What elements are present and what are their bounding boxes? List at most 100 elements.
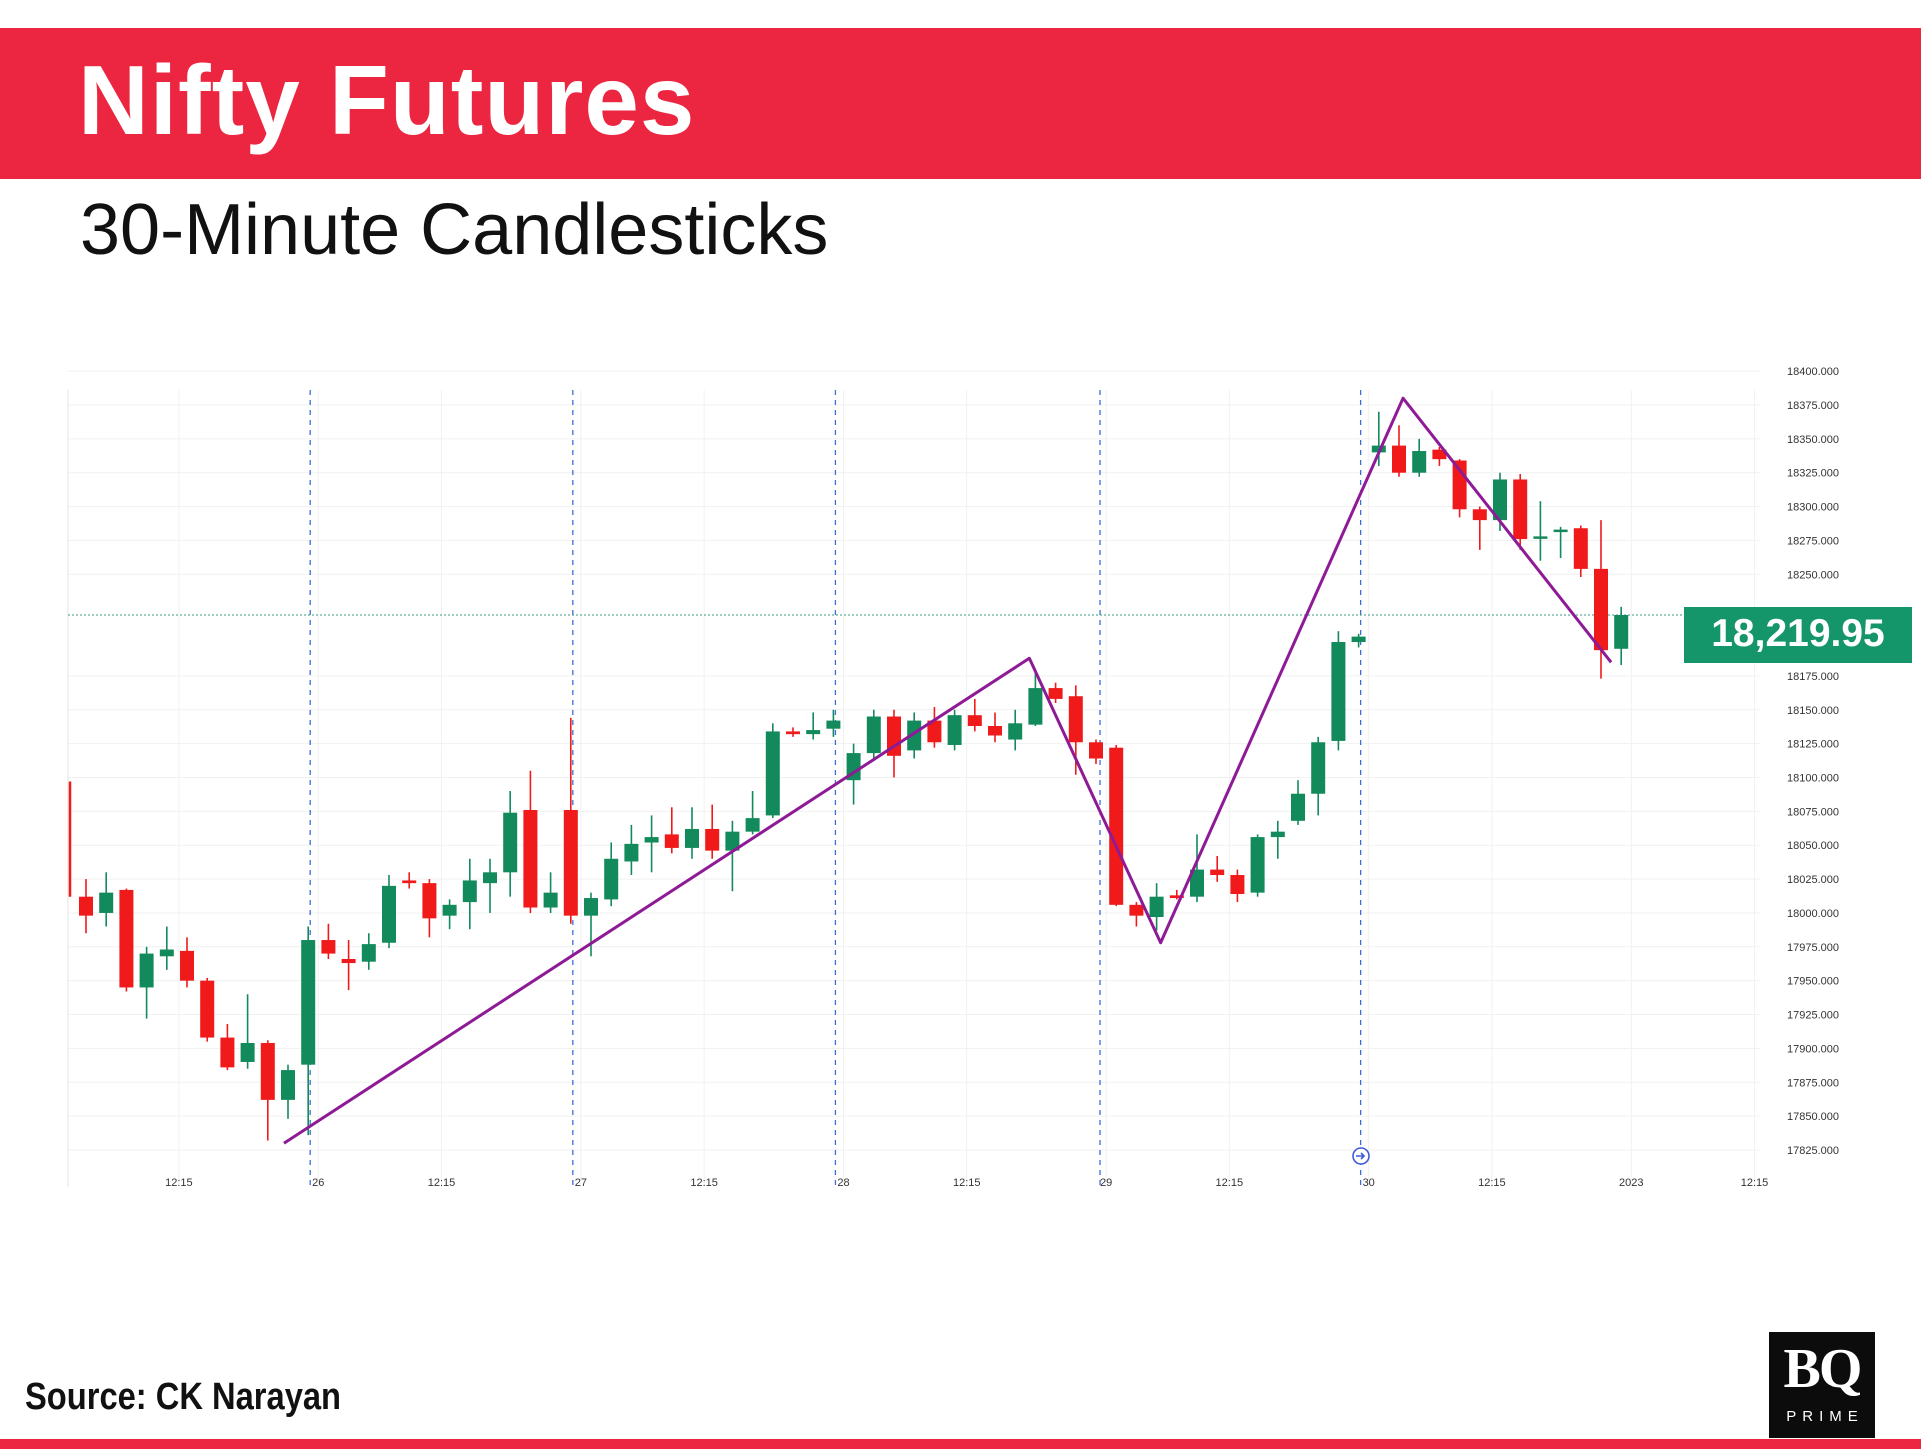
candle-body [765,731,780,816]
candle-up [725,820,740,892]
candle-body [1230,875,1245,894]
candle-up [139,946,154,1019]
candle-up [442,899,457,930]
candle-up [947,709,962,751]
candle-body [321,940,336,954]
candle-body [483,872,497,884]
candle-body [887,716,901,756]
candle-body [1533,536,1548,539]
candle-body [1412,451,1427,473]
candle-down [402,872,417,889]
session-dividers [309,390,1362,1187]
candle-body [806,730,821,735]
last-price-tag: 18,219.95 [1684,607,1912,663]
candle-up [584,892,598,957]
candle-body [1614,615,1629,649]
candle-body [745,818,760,832]
y-tick-label: 18325.000 [1787,468,1839,480]
candle-up [1553,526,1568,559]
x-tick-label: 12:15 [1216,1177,1244,1189]
candle-body [947,715,962,745]
x-tick-label: 30 [1363,1177,1375,1189]
candle-body [301,940,316,1065]
candles [68,411,1629,1141]
candle-down [341,940,356,991]
candle-body [341,959,356,964]
candle-up [866,709,881,762]
candle-up [1311,736,1326,816]
candle-up [462,858,477,930]
y-tick-label: 18275.000 [1787,535,1839,547]
candle-body [1573,528,1588,569]
candle-down [1432,446,1447,466]
candle-up [361,933,376,970]
candle-body [907,720,922,751]
candle-body [826,720,841,729]
x-tick-label: 12:15 [165,1177,193,1189]
candle-body [220,1037,235,1068]
y-tick-label: 18000.000 [1787,908,1839,920]
candle-body [563,809,578,916]
candle-down [1169,889,1184,900]
candle-body [1392,445,1406,473]
candle-up [1614,606,1629,666]
candle-down [1109,744,1124,907]
candle-up [604,842,619,907]
candle-up [1028,669,1043,727]
x-tick-label: 29 [1100,1177,1112,1189]
candle-up [1008,709,1023,751]
x-tick-label: 12:15 [428,1177,456,1189]
source-credit: Source: CK Narayan [25,1376,342,1418]
x-axis-ticks: 12:15 26 12:15 27 12:15 28 12:15 29 12:15 30 12:15… [165,1177,1768,1189]
replay-icon[interactable] [1352,1147,1370,1165]
candle-body [604,858,619,900]
candle-body [1553,529,1568,533]
candle-body [624,843,639,862]
candle-up [765,723,780,819]
candle-down [988,712,1002,743]
candle-body [1149,896,1164,918]
candle-body [1210,869,1225,876]
candle-body [159,949,174,957]
candle-down [563,717,578,924]
candle-body [1513,479,1528,540]
candle-up [1351,633,1366,648]
candle-body [988,726,1002,736]
candle-body [240,1042,255,1062]
y-tick-label: 18025.000 [1787,874,1839,886]
y-tick-label: 18150.000 [1787,705,1839,717]
candle-body [644,837,659,843]
candle-body [139,953,154,988]
candle-up [543,872,558,913]
candle-body [99,892,114,913]
y-tick-label: 17825.000 [1787,1145,1839,1157]
candle-up [503,791,518,897]
candle-down [1048,682,1063,703]
candle-body [967,715,982,727]
candle-body [79,896,93,916]
x-tick-label: 28 [837,1177,849,1189]
candle-body [1008,723,1023,740]
candle-down [705,804,720,859]
candle-body [361,944,376,962]
x-tick-label: 26 [312,1177,324,1189]
candle-down [967,698,982,732]
candle-body [1432,449,1447,460]
y-tick-label: 18175.000 [1787,671,1839,683]
bq-prime-logo: BQ PRIME [1769,1332,1875,1438]
candle-down [1594,520,1608,679]
candle-body [1048,688,1063,699]
candle-body [866,716,881,754]
candle-body [664,834,679,848]
candle-down [1210,856,1225,882]
candle-body [725,831,740,851]
candle-body [1311,742,1326,794]
y-tick-label: 17850.000 [1787,1111,1839,1123]
candle-up [1533,501,1548,561]
candle-body [1331,642,1346,741]
candle-body [1129,904,1144,916]
candle-up [1270,820,1285,859]
candle-up [624,824,639,876]
candle-up [240,994,255,1069]
candle-up [301,926,316,1136]
